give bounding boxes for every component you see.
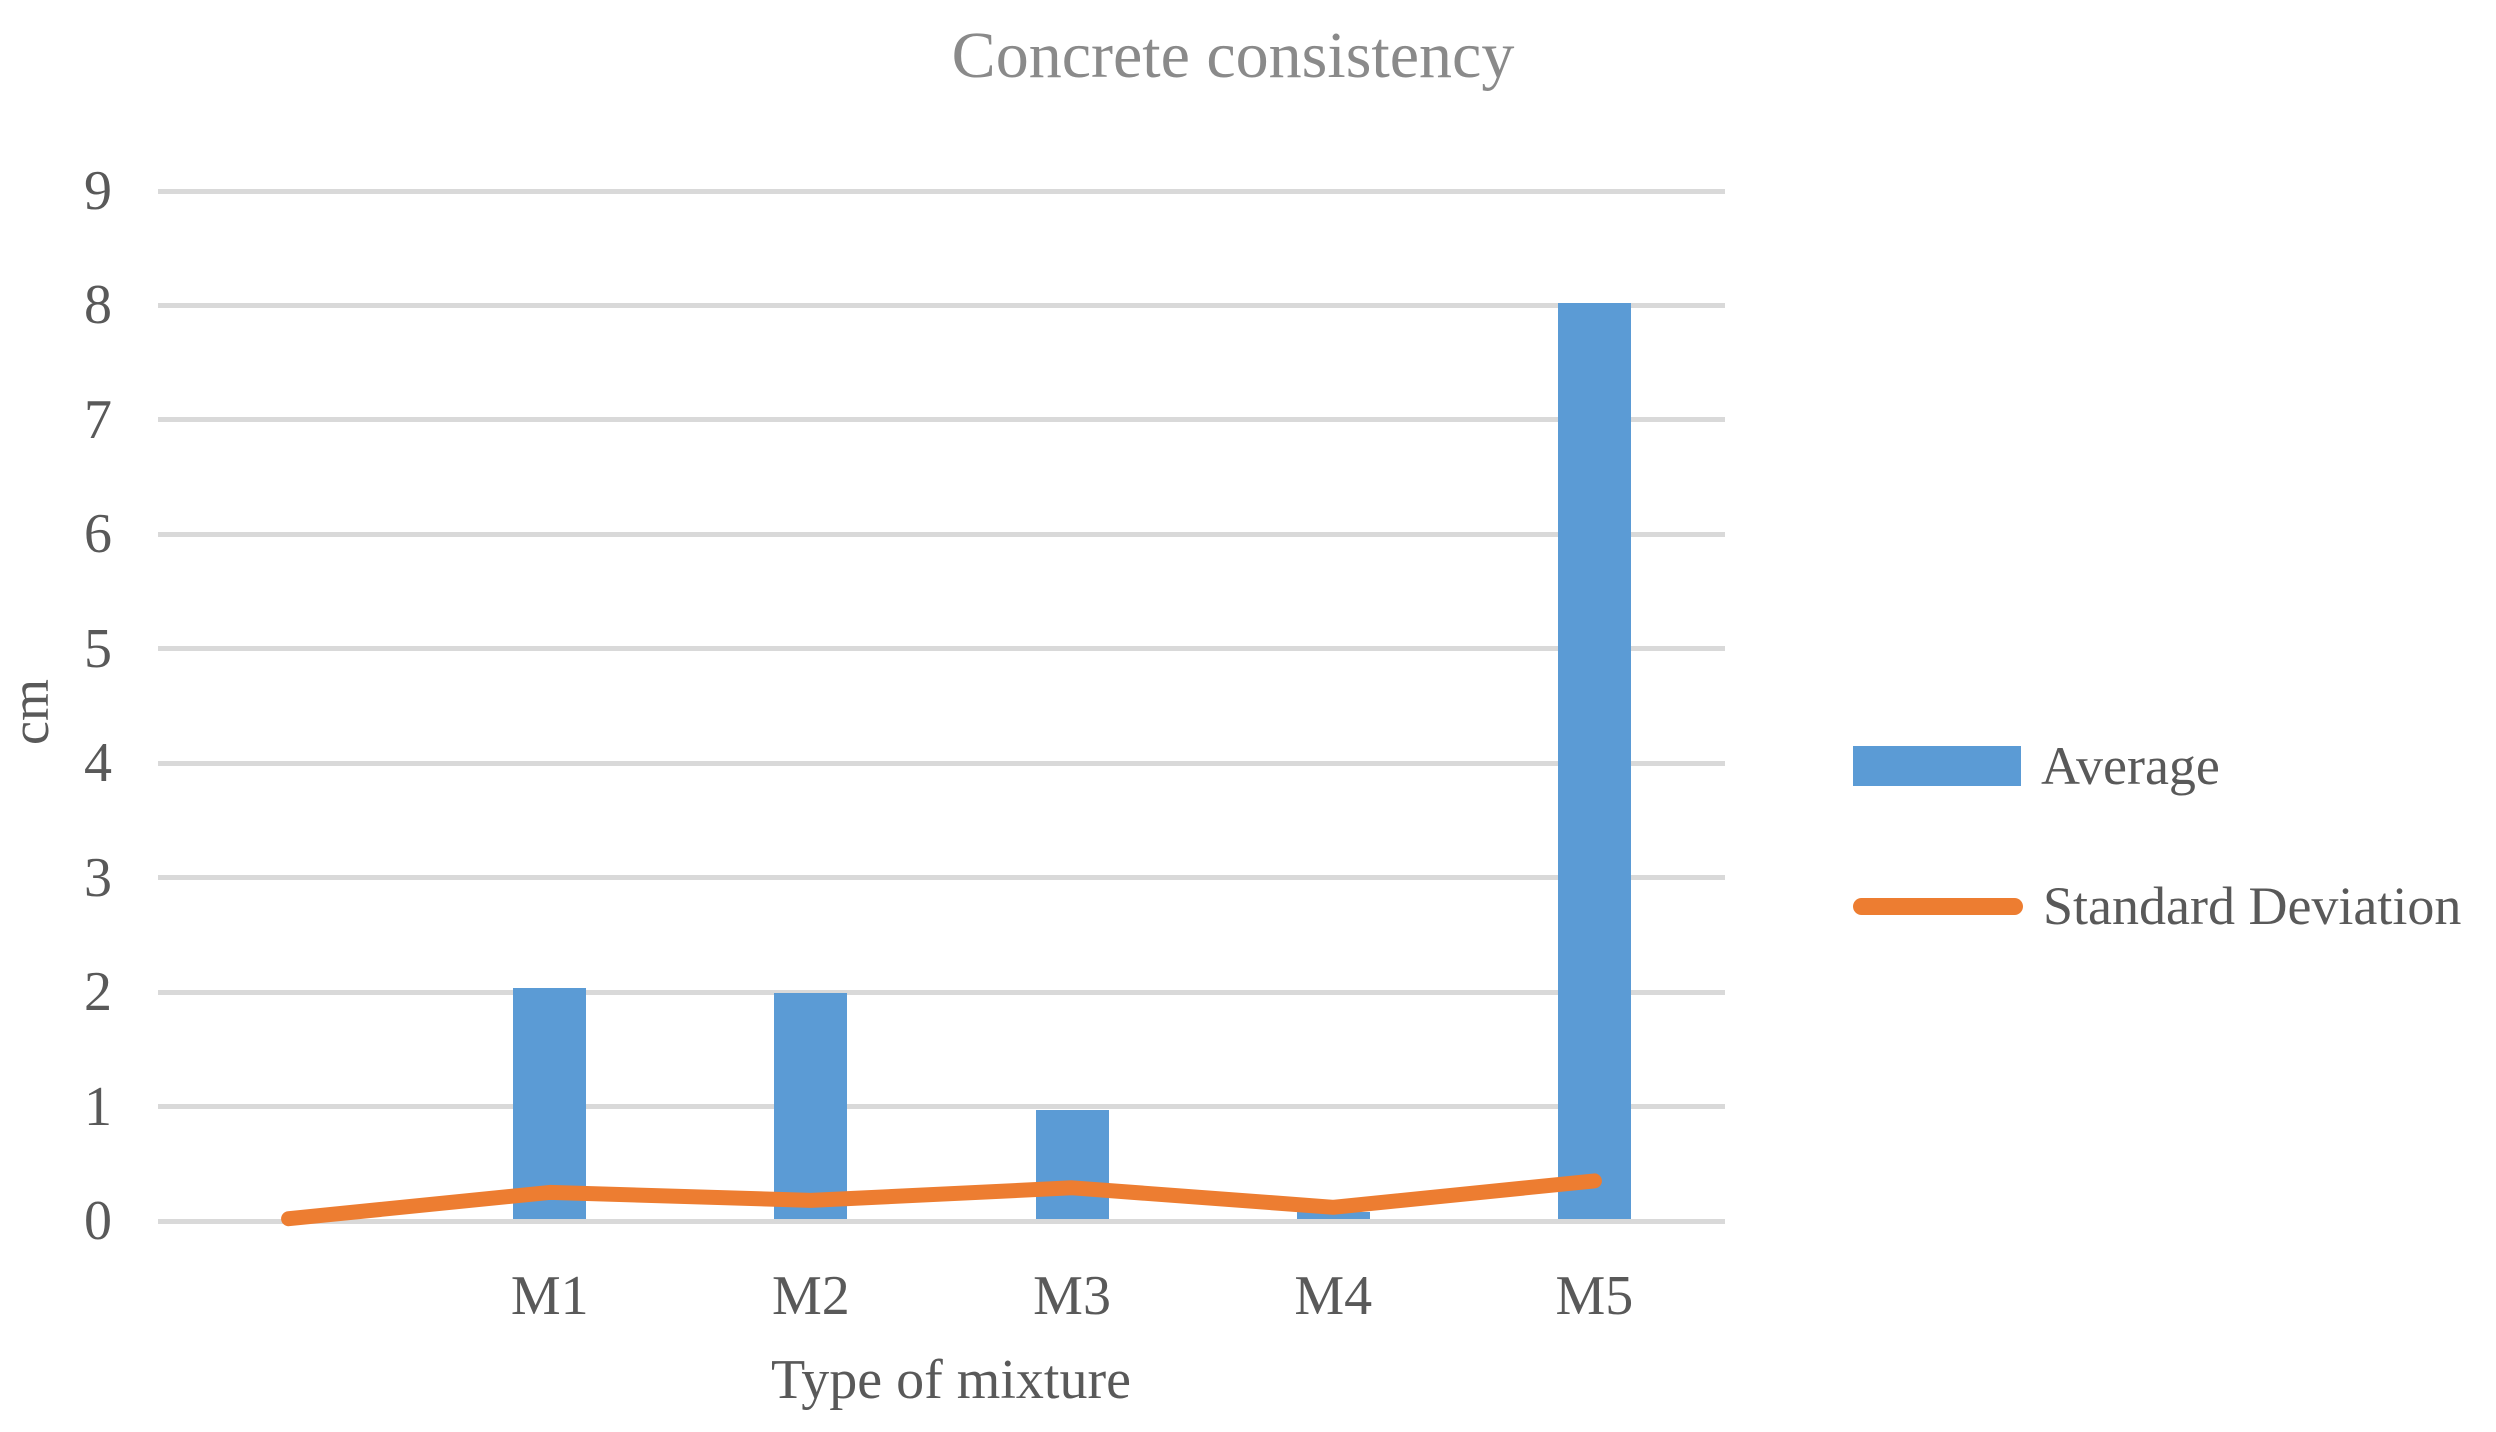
y-tick-label-1: 1 [84, 1075, 112, 1138]
bar-m5 [1557, 303, 1631, 1219]
y-tick-label-5: 5 [84, 617, 112, 680]
y-tick-label-7: 7 [84, 388, 112, 451]
chart-title: Concrete consistency [951, 19, 1515, 92]
bar-m2 [774, 993, 848, 1219]
x-tick-label-m5: M5 [1555, 1265, 1634, 1327]
y-tick-label-9: 9 [84, 160, 112, 222]
x-tick-label-m3: M3 [1033, 1265, 1111, 1327]
gridline-4 [158, 760, 1725, 766]
y-tick-label-3: 3 [84, 846, 112, 909]
gridline-8 [158, 302, 1725, 308]
legend-item-average: Average [1853, 726, 2461, 806]
bar-m1 [513, 987, 587, 1219]
gridline-7 [158, 417, 1725, 423]
y-tick-label-6: 6 [84, 503, 112, 566]
bar-m4 [1296, 1211, 1370, 1219]
bar-m3 [1035, 1109, 1109, 1219]
x-tick-label-m2: M2 [772, 1265, 850, 1327]
y-tick-label-2: 2 [84, 961, 112, 1024]
x-tick-label-m1: M1 [510, 1265, 589, 1327]
x-tick-label-m4: M4 [1294, 1265, 1373, 1327]
y-tick-label-8: 8 [84, 274, 112, 337]
x-axis-title: Type of mixture [771, 1349, 1131, 1411]
average-swatch-icon [1853, 746, 2021, 786]
gridline-5 [158, 646, 1725, 652]
gridline-9 [158, 188, 1725, 194]
gridline-0 [158, 1218, 1725, 1224]
standard-deviation-line [281, 1173, 1602, 1227]
legend: Average Standard Deviation [1853, 726, 2461, 946]
gridline-2 [158, 989, 1725, 995]
legend-label-standard-deviation: Standard Deviation [2043, 876, 2462, 936]
gridline-3 [158, 875, 1725, 881]
gridline-6 [158, 531, 1725, 537]
gridline-1 [158, 1104, 1725, 1110]
y-tick-label-4: 4 [84, 732, 112, 795]
legend-item-standard-deviation: Standard Deviation [1853, 866, 2461, 946]
legend-label-average: Average [2041, 736, 2220, 796]
standard-deviation-swatch-icon [1853, 897, 2023, 915]
y-tick-label-0: 0 [84, 1190, 112, 1252]
